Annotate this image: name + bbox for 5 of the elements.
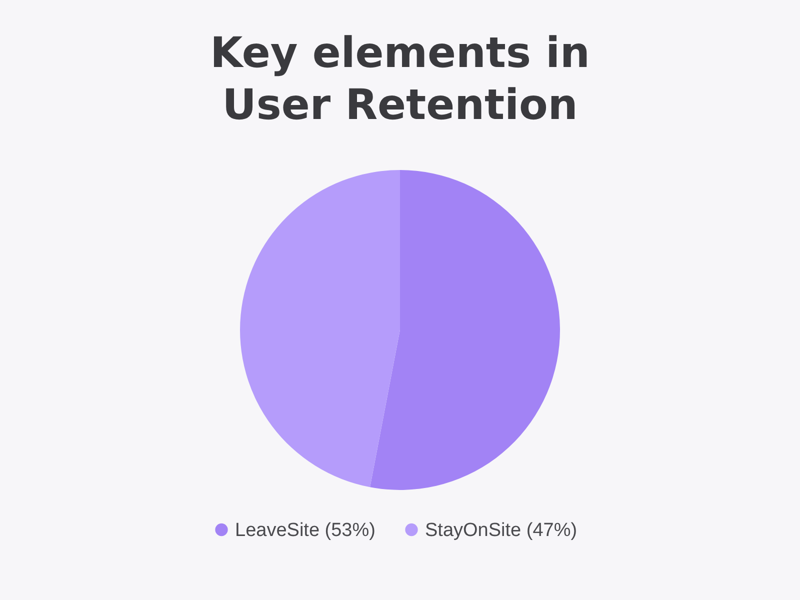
legend-label: StayOnSite (47%) [425,520,578,541]
chart-title: Key elements in User Retention [210,28,590,129]
pie-slice [370,170,560,490]
pie-slice [240,170,400,488]
legend-label: LeaveSite (53%) [235,520,376,541]
